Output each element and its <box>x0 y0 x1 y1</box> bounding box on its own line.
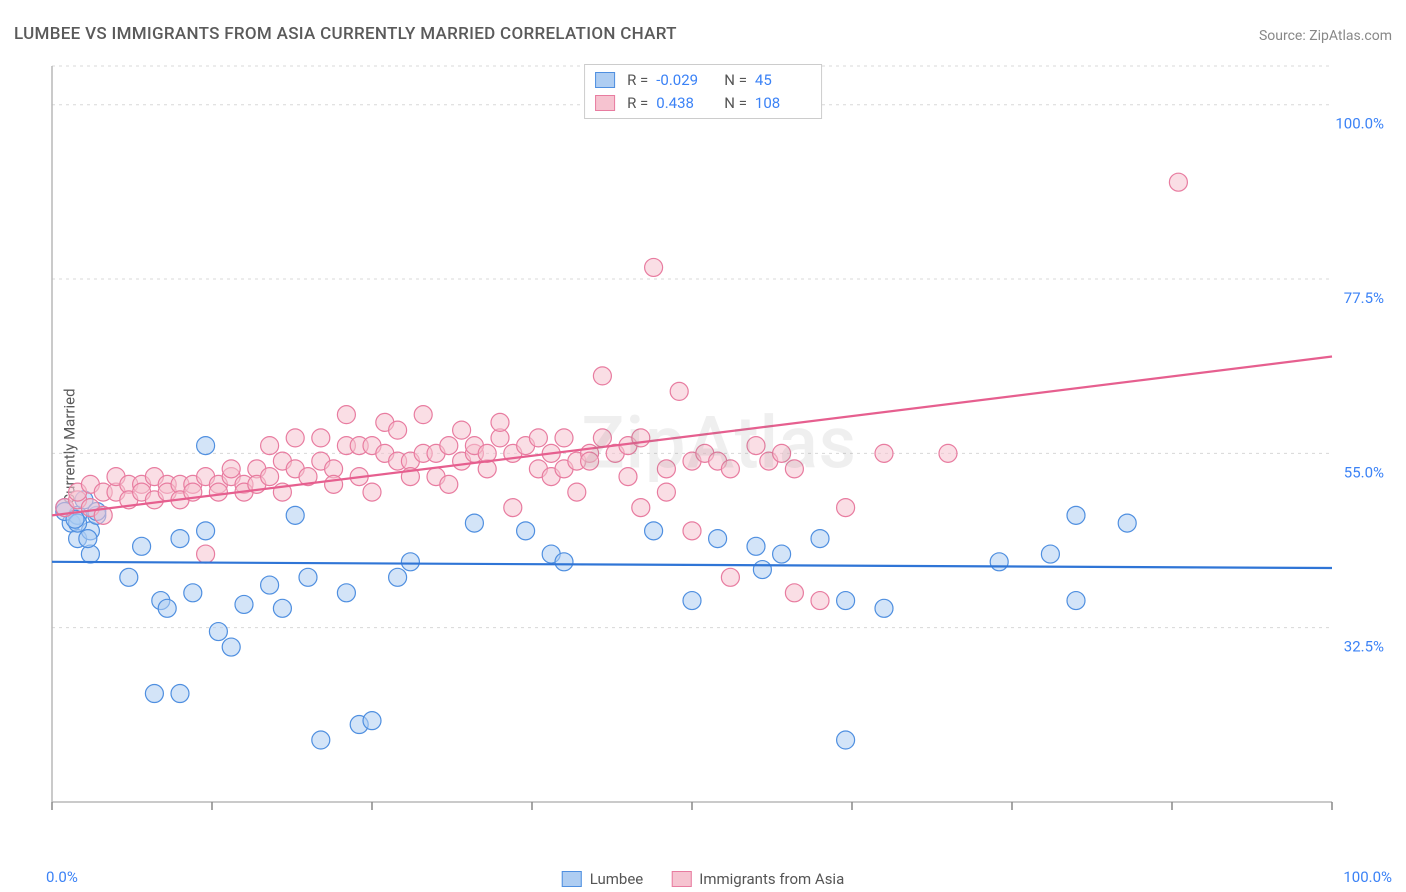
legend-item: Lumbee <box>562 870 644 888</box>
svg-text:100.0%: 100.0% <box>1335 115 1384 133</box>
legend-swatch <box>671 871 691 887</box>
source-attribution: Source: ZipAtlas.com <box>1259 28 1392 44</box>
x-axis-max-label: 100.0% <box>1343 868 1392 886</box>
series-swatch <box>595 95 615 111</box>
chart-title: LUMBEE VS IMMIGRANTS FROM ASIA CURRENTLY… <box>14 24 677 44</box>
svg-text:32.5%: 32.5% <box>1344 638 1384 656</box>
r-value: 0.438 <box>656 92 712 115</box>
svg-text:77.5%: 77.5% <box>1344 289 1384 307</box>
legend-item: Immigrants from Asia <box>671 870 844 888</box>
svg-text:55.0%: 55.0% <box>1344 463 1384 481</box>
x-axis-min-label: 0.0% <box>46 868 78 886</box>
legend-swatch <box>562 871 582 887</box>
legend-label: Lumbee <box>590 870 644 888</box>
stats-row: R = 0.438 N = 108 <box>595 92 811 115</box>
series-swatch <box>595 72 615 88</box>
source-prefix: Source: <box>1259 28 1309 44</box>
legend: Lumbee Immigrants from Asia <box>562 870 845 888</box>
source-link[interactable]: ZipAtlas.com <box>1309 28 1392 44</box>
n-label: N = <box>724 92 747 115</box>
r-label: R = <box>627 92 648 115</box>
n-value: 45 <box>755 69 811 92</box>
r-label: R = <box>627 69 648 92</box>
n-value: 108 <box>755 92 811 115</box>
chart-area: 32.5%55.0%77.5%100.0% ZipAtlas <box>46 62 1392 832</box>
n-label: N = <box>724 69 747 92</box>
stats-row: R = -0.029 N = 45 <box>595 69 811 92</box>
r-value: -0.029 <box>656 69 712 92</box>
correlation-stats-box: R = -0.029 N = 45 R = 0.438 N = 108 <box>584 64 822 119</box>
legend-label: Immigrants from Asia <box>699 870 844 888</box>
scatter-plot: 32.5% 55.0% 77.5% 100.0% <box>46 62 1392 832</box>
